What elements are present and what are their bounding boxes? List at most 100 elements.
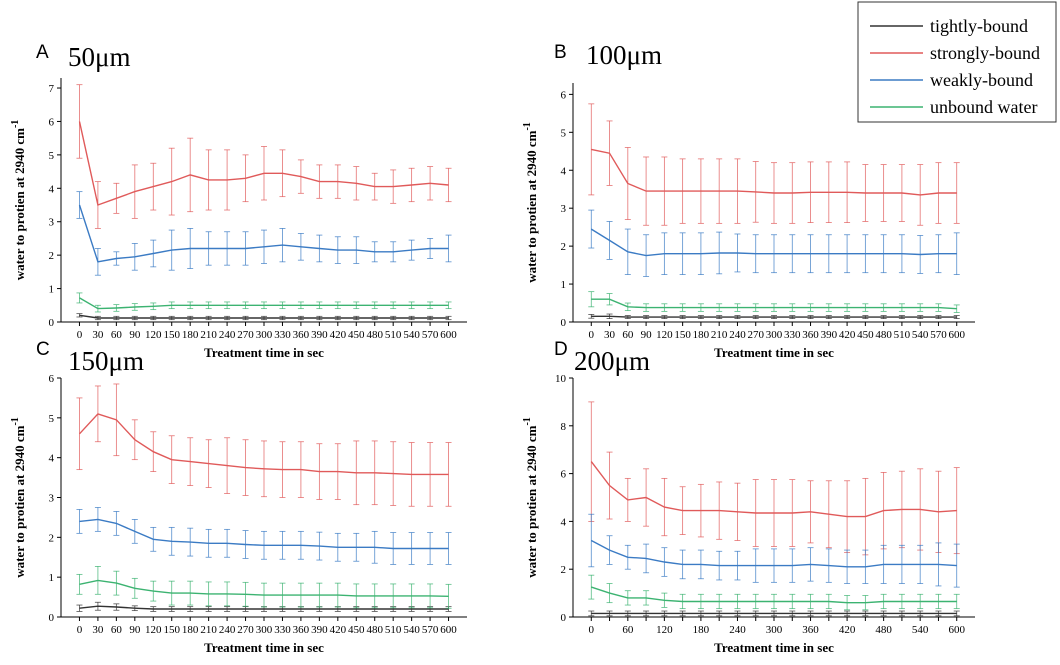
panel-title: 100μm — [586, 40, 662, 70]
series-line — [79, 579, 449, 597]
x-tick-label: 30 — [604, 329, 616, 341]
panel-letter: A — [36, 42, 49, 63]
x-tick-label: 390 — [311, 624, 328, 636]
x-tick-label: 330 — [274, 624, 291, 636]
series-strongly-bound — [588, 103, 960, 226]
series-tightly-bound — [588, 610, 960, 617]
x-tick-label: 390 — [311, 329, 328, 341]
x-tick-label: 120 — [656, 624, 673, 636]
series-line — [590, 228, 957, 257]
x-tick-label: 450 — [857, 329, 874, 341]
legend-label-strongly-bound: strongly-bound — [930, 43, 1040, 63]
series-line — [591, 148, 957, 196]
x-tick-label: 450 — [348, 329, 365, 341]
y-tick-label: 5 — [49, 413, 55, 425]
x-tick-label: 540 — [403, 329, 420, 341]
series-unbound-water — [76, 566, 452, 609]
y-tick-label: 6 — [49, 116, 55, 128]
y-axis-label: water to protien at 2940 cm-1 — [10, 120, 27, 281]
x-tick-label: 120 — [145, 624, 162, 636]
x-tick-label: 360 — [293, 329, 310, 341]
y-tick-label: 3 — [561, 203, 567, 215]
x-tick-label: 240 — [219, 624, 236, 636]
series-tightly-bound — [76, 313, 452, 321]
panel-title: 200μm — [574, 346, 650, 376]
x-tick-label: 30 — [92, 329, 104, 341]
x-tick-label: 210 — [711, 329, 728, 341]
x-axis-label: Treatment time in sec — [714, 345, 834, 360]
x-tick-label: 570 — [422, 329, 439, 341]
x-tick-label: 330 — [274, 329, 291, 341]
y-tick-label: 3 — [49, 493, 55, 505]
y-tick-label: 1 — [561, 279, 567, 291]
x-tick-label: 360 — [802, 329, 819, 341]
legend-label-tightly-bound: tightly-bound — [930, 16, 1028, 36]
y-tick-label: 0 — [49, 317, 55, 329]
x-tick-label: 120 — [656, 329, 673, 341]
y-tick-label: 1 — [49, 284, 55, 296]
y-tick-label: 4 — [561, 516, 567, 528]
series-line — [79, 605, 449, 610]
chart-panel-D: 0 2 4 6 8 10 0 60 120 180 240 300 360 420 480 540 600 Tre… — [522, 339, 975, 655]
legend-label-weakly-bound: weakly-bound — [930, 70, 1033, 90]
y-tick-label: 2 — [49, 532, 55, 544]
x-tick-label: 360 — [293, 624, 310, 636]
x-tick-label: 510 — [385, 329, 402, 341]
y-tick-label: 0 — [561, 612, 567, 624]
x-tick-label: 510 — [894, 329, 911, 341]
x-tick-label: 240 — [729, 624, 746, 636]
y-tick-label: 6 — [561, 89, 567, 101]
x-tick-label: 90 — [129, 624, 141, 636]
y-tick-label: 7 — [49, 83, 55, 95]
y-tick-label: 8 — [561, 421, 567, 433]
series-line — [78, 121, 449, 206]
x-tick-label: 540 — [912, 624, 929, 636]
x-tick-label: 60 — [111, 329, 123, 341]
x-tick-label: 300 — [256, 624, 273, 636]
x-tick-label: 480 — [366, 624, 383, 636]
x-tick-label: 360 — [802, 624, 819, 636]
legend: tightly-bound strongly-bound weakly-boun… — [857, 1, 1057, 123]
x-tick-label: 300 — [766, 624, 783, 636]
x-tick-label: 600 — [440, 329, 457, 341]
x-tick-label: 150 — [674, 329, 691, 341]
y-tick-label: 3 — [49, 217, 55, 229]
x-tick-label: 300 — [256, 329, 273, 341]
y-axis-label: water to protien at 2940 cm-1 — [522, 122, 539, 283]
y-tick-label: 4 — [561, 165, 567, 177]
x-tick-label: 180 — [182, 624, 199, 636]
series-strongly-bound — [76, 383, 452, 507]
y-tick-label: 10 — [555, 373, 567, 385]
x-tick-label: 330 — [784, 329, 801, 341]
y-tick-label: 5 — [561, 127, 567, 139]
x-tick-label: 60 — [622, 624, 634, 636]
x-tick-label: 90 — [129, 329, 141, 341]
series-weakly-bound — [588, 513, 960, 588]
x-tick-label: 210 — [200, 329, 217, 341]
series-weakly-bound — [76, 507, 452, 565]
y-tick-label: 2 — [561, 564, 567, 576]
x-tick-label: 480 — [875, 624, 892, 636]
x-axis-label: Treatment time in sec — [714, 640, 834, 655]
x-tick-label: 600 — [948, 329, 965, 341]
legend-label-unbound-water: unbound water — [930, 97, 1037, 117]
y-tick-label: 2 — [49, 250, 55, 262]
x-axis-label: Treatment time in sec — [204, 640, 324, 655]
x-tick-label: 540 — [912, 329, 929, 341]
y-axis-label-superscript: -1 — [10, 417, 21, 425]
x-tick-label: 0 — [589, 624, 595, 636]
x-tick-label: 420 — [839, 329, 856, 341]
series-line — [590, 461, 957, 518]
y-tick-label: 1 — [49, 572, 55, 584]
x-tick-label: 30 — [92, 624, 104, 636]
panel-title: 50μm — [68, 42, 130, 72]
y-tick-label: 2 — [561, 241, 567, 253]
series-line — [78, 413, 449, 476]
series-tightly-bound — [76, 601, 452, 612]
x-tick-label: 510 — [385, 624, 402, 636]
y-tick-label: 4 — [49, 183, 55, 195]
series-tightly-bound — [588, 313, 960, 319]
